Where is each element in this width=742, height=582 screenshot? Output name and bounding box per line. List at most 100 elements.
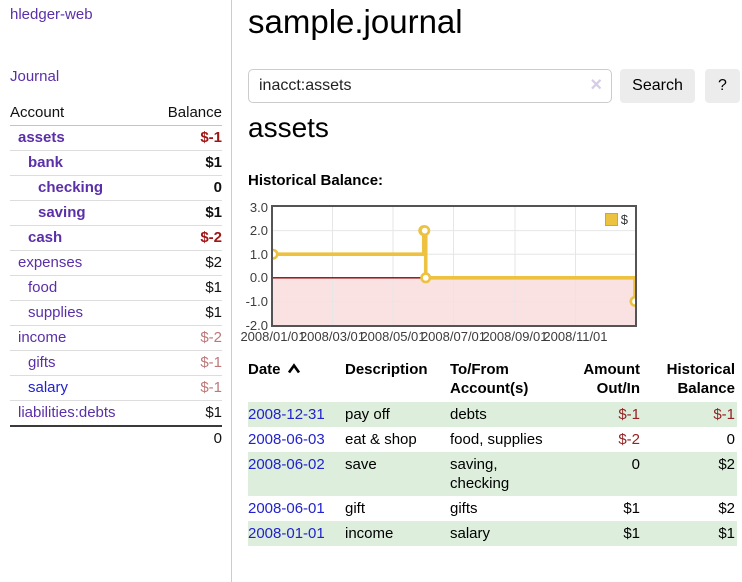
transaction-date-link[interactable]: 2008-12-31 (248, 406, 325, 423)
transaction-row: 2008-06-02 save saving, checking 0 $2 (248, 452, 737, 496)
transaction-row: 2008-01-01 income salary $1 $1 (248, 521, 737, 546)
account-row: income $-2 (10, 325, 222, 351)
register-header-balance: Historical Balance (666, 361, 735, 397)
sidebar-item-journal[interactable]: Journal (10, 68, 60, 85)
accounts-table-header: Account Balance (10, 101, 222, 126)
register-header-amount: Amount Out/In (583, 361, 640, 397)
y-tick-label: 3.0 (249, 199, 268, 215)
account-link-supplies[interactable]: supplies (28, 304, 84, 321)
transaction-amount: $-1 (618, 406, 640, 423)
accounts-header-balance: Balance (150, 101, 222, 126)
account-link-income[interactable]: income (18, 329, 67, 346)
search-input-wrap: × (248, 69, 612, 103)
transaction-amount: $-2 (618, 431, 640, 448)
clear-search-icon[interactable]: × (590, 74, 602, 96)
transaction-accounts: food, supplies (450, 431, 543, 448)
sort-ascending-icon (287, 363, 300, 374)
sidebar: hledger-web Journal Account Balance asse… (0, 0, 232, 582)
x-tick-label: 2008/05/01 (360, 329, 426, 344)
account-balance: $-1 (150, 125, 222, 151)
transaction-amount: $1 (623, 525, 640, 542)
transaction-date-link[interactable]: 2008-06-03 (248, 431, 325, 448)
transaction-accounts: debts (450, 406, 487, 423)
chart-canvas (273, 207, 635, 325)
account-balance: $-1 (150, 375, 222, 401)
legend-swatch-icon (604, 213, 618, 226)
account-row: salary $-1 (10, 375, 222, 401)
transaction-description: pay off (345, 406, 390, 423)
x-tick-label: 2008/07/01 (420, 329, 487, 344)
search-input[interactable] (248, 69, 612, 103)
register-table: Date Description To/From Account(s) Amou… (248, 356, 737, 546)
transaction-balance: $2 (718, 456, 735, 473)
account-balance: $-2 (150, 225, 222, 251)
transaction-amount: 0 (631, 456, 640, 473)
brand-link[interactable]: hledger-web (10, 6, 93, 23)
account-link-salary[interactable]: salary (28, 379, 69, 396)
transaction-description: eat & shop (345, 431, 417, 448)
accounts-total-value: 0 (150, 425, 222, 451)
x-tick-label: 2008/01/01 (240, 329, 306, 344)
account-row: saving $1 (10, 200, 222, 226)
account-row: food $1 (10, 275, 222, 301)
account-balance: $1 (150, 400, 222, 427)
transaction-date-link[interactable]: 2008-06-02 (248, 456, 325, 473)
accounts-total-row: 0 (10, 425, 222, 451)
account-row: gifts $-1 (10, 350, 222, 376)
x-tick-label: 2008/03/01 (299, 329, 366, 344)
transaction-description: income (345, 525, 394, 542)
account-link-gifts[interactable]: gifts (28, 354, 56, 371)
legend-label: $ (620, 212, 628, 227)
transaction-row: 2008-12-31 pay off debts $-1 $-1 (248, 402, 737, 427)
transaction-amount: $1 (623, 500, 640, 517)
account-row: bank $1 (10, 150, 222, 176)
account-balance: $2 (150, 250, 222, 276)
account-balance: $1 (150, 275, 222, 301)
x-tick-label: 2008/11/01 (543, 329, 608, 344)
y-tick-label: 2.0 (249, 223, 268, 239)
chart-plot-area[interactable]: $ (271, 205, 637, 327)
account-row: cash $-2 (10, 225, 222, 251)
transaction-date-link[interactable]: 2008-01-01 (248, 525, 325, 542)
y-tick-label: -1.0 (245, 293, 268, 309)
account-link-saving[interactable]: saving (38, 204, 86, 221)
help-button[interactable]: ? (705, 69, 740, 103)
transaction-accounts: salary (450, 525, 491, 542)
account-link-liabilities-debts[interactable]: liabilities:debts (18, 404, 116, 421)
transaction-balance: $1 (718, 525, 735, 542)
account-link-checking[interactable]: checking (38, 179, 104, 196)
page-title: sample.journal (248, 3, 463, 40)
main-content: sample.journal × Search ? assets Histori… (240, 0, 742, 582)
account-balance: $1 (150, 300, 222, 326)
transaction-row: 2008-06-03 eat & shop food, supplies $-2… (248, 427, 737, 452)
transaction-balance: $2 (718, 500, 735, 517)
account-link-cash[interactable]: cash (28, 229, 63, 246)
transaction-accounts: saving, checking (450, 456, 510, 492)
account-heading: assets (248, 112, 329, 143)
transaction-accounts: gifts (450, 500, 478, 517)
transaction-balance: $-1 (713, 406, 735, 423)
transaction-row: 2008-06-01 gift gifts $1 $2 (248, 496, 737, 521)
account-link-assets[interactable]: assets (18, 129, 65, 146)
chart-title: Historical Balance: (248, 172, 384, 189)
search-button[interactable]: Search (620, 69, 695, 103)
account-link-expenses[interactable]: expenses (18, 254, 83, 271)
transaction-description: gift (345, 500, 366, 517)
account-balance: 0 (150, 175, 222, 201)
y-tick-label: 0.0 (249, 270, 268, 286)
historical-balance-chart: 3.0 2.0 1.0 0.0 -1.0 -2.0 $ 2008/01/01 2008/03… (240, 198, 742, 348)
transaction-date-link[interactable]: 2008-06-01 (248, 500, 325, 517)
account-row: supplies $1 (10, 300, 222, 326)
search-form: × Search ? (248, 69, 742, 103)
account-balance: $1 (150, 150, 222, 176)
x-tick-label: 2008/09/01 (482, 329, 548, 344)
y-tick-label: -2.0 (245, 317, 268, 333)
accounts-header-account: Account (10, 101, 151, 126)
account-link-bank[interactable]: bank (28, 154, 64, 171)
account-link-food[interactable]: food (28, 279, 58, 296)
register-header-date[interactable]: Date (248, 356, 345, 402)
transaction-description: save (345, 456, 377, 473)
y-tick-label: 1.0 (249, 246, 268, 262)
accounts-table: Account Balance assets $-1 bank $1 check… (10, 101, 222, 451)
register-header-description: Description (345, 361, 428, 378)
